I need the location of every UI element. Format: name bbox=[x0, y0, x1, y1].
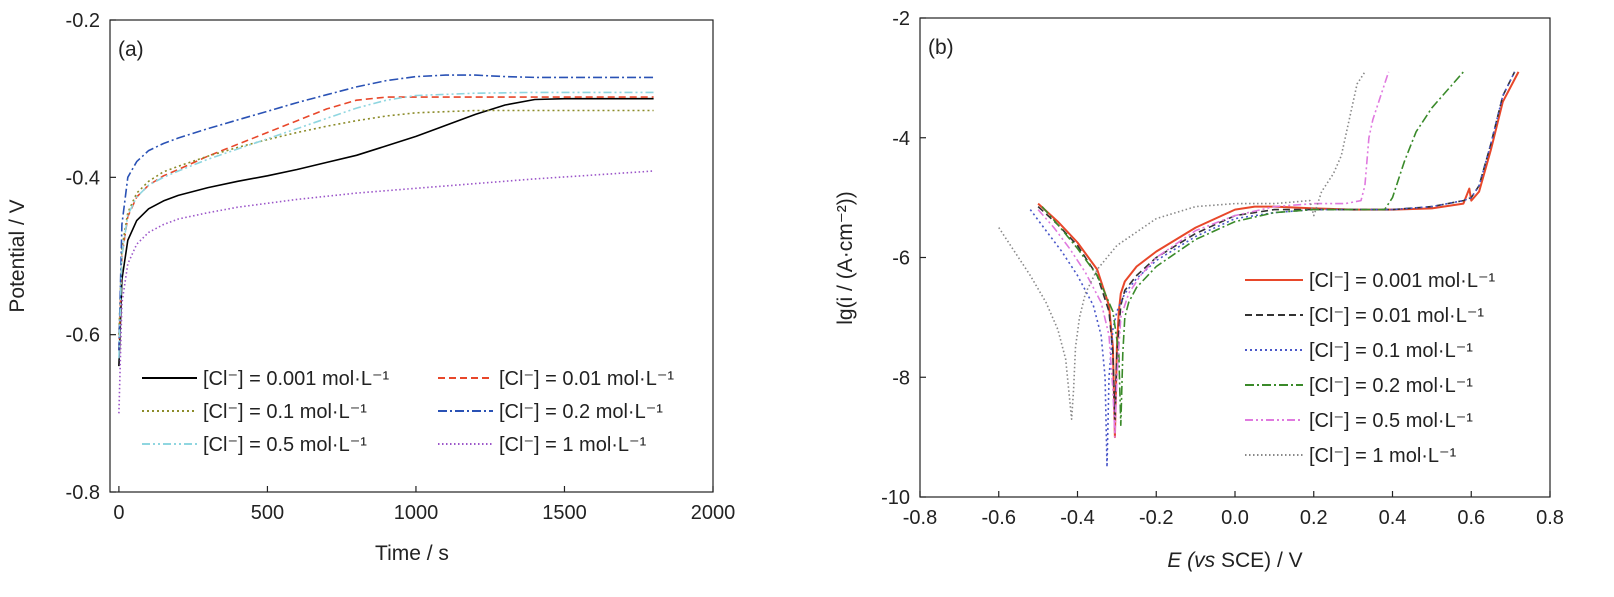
legend-label: [Cl⁻] = 0.1 mol·L⁻¹ bbox=[203, 401, 367, 423]
x-tick-label: -0.4 bbox=[1060, 507, 1094, 529]
chart-a: (a) 0 500 1000 1500 2000 -0.8 -0.6 -0.4 -0.2 Ti… bbox=[6, 10, 735, 565]
legend-label: [Cl⁻] = 0.2 mol·L⁻¹ bbox=[1309, 375, 1473, 397]
y-tick-label: -0.2 bbox=[66, 10, 100, 32]
series-line-5 bbox=[1037, 71, 1390, 438]
chart-a-y-ticks: -0.8 -0.6 -0.4 -0.2 bbox=[66, 10, 116, 504]
legend-label: [Cl⁻] = 0.001 mol·L⁻¹ bbox=[203, 368, 390, 390]
y-tick-label: -8 bbox=[892, 367, 910, 389]
y-tick-label: -0.4 bbox=[66, 167, 100, 189]
series-line-1 bbox=[118, 97, 654, 367]
legend-label: [Cl⁻] = 0.01 mol·L⁻¹ bbox=[499, 368, 674, 390]
x-tick-label: 500 bbox=[251, 502, 284, 524]
x-tick-label: -0.8 bbox=[903, 507, 937, 529]
chart-b-y-axis-label: lg(i / (A·cm⁻²)) bbox=[834, 191, 857, 325]
chart-b-panel-label: (b) bbox=[928, 36, 954, 59]
legend-label: [Cl⁻] = 0.2 mol·L⁻¹ bbox=[499, 401, 663, 423]
chart-b-x-axis-label: E (vs SCE) / V bbox=[1167, 549, 1302, 572]
legend-label: [Cl⁻] = 1 mol·L⁻¹ bbox=[499, 434, 647, 456]
y-tick-label: -2 bbox=[892, 8, 910, 30]
chart-b: (b) -0.8 -0.6 -0.4 -0.2 0.0 0.2 0.4 0.6 0.8 -10-… bbox=[834, 8, 1564, 572]
legend-label: [Cl⁻] = 0.01 mol·L⁻¹ bbox=[1309, 305, 1484, 327]
x-tick-label: 0.8 bbox=[1536, 507, 1564, 529]
y-tick-label: -0.8 bbox=[66, 482, 100, 504]
x-tick-label: 0 bbox=[113, 502, 124, 524]
series-line-2 bbox=[118, 96, 654, 351]
x-tick-label: 1500 bbox=[542, 502, 587, 524]
chart-a-series bbox=[118, 74, 654, 414]
chart-a-panel-label: (a) bbox=[118, 38, 144, 61]
legend-label: [Cl⁻] = 0.5 mol·L⁻¹ bbox=[203, 434, 367, 456]
y-tick-label: -0.6 bbox=[66, 325, 100, 347]
x-tick-label: -0.6 bbox=[982, 507, 1016, 529]
legend-label: [Cl⁻] = 1 mol·L⁻¹ bbox=[1309, 445, 1457, 467]
x-tick-label: 0.4 bbox=[1379, 507, 1407, 529]
chart-a-plot-frame bbox=[109, 19, 714, 493]
chart-b-series bbox=[998, 71, 1520, 468]
series-line-5 bbox=[118, 91, 654, 359]
x-tick-label: 0.0 bbox=[1221, 507, 1249, 529]
series-line-3 bbox=[1029, 71, 1516, 468]
chart-b-y-ticks: -10 -8 -6 -4 -2 bbox=[881, 8, 926, 509]
series-line-2 bbox=[1037, 71, 1516, 420]
chart-a-legend: [Cl⁻] = 0.001 mol·L⁻¹ [Cl⁻] = 0.01 mol·L⁻… bbox=[142, 368, 674, 456]
x-tick-label: 0.6 bbox=[1457, 507, 1485, 529]
y-tick-label: -6 bbox=[892, 248, 910, 270]
x-tick-label: 2000 bbox=[691, 502, 736, 524]
legend-label: [Cl⁻] = 0.1 mol·L⁻¹ bbox=[1309, 340, 1473, 362]
chart-a-x-ticks: 0 500 1000 1500 2000 bbox=[113, 486, 735, 524]
series-line-6 bbox=[118, 170, 654, 414]
y-tick-label: -4 bbox=[892, 128, 910, 150]
x-tick-label: -0.2 bbox=[1139, 507, 1173, 529]
series-line-4 bbox=[118, 74, 654, 351]
series-line-6 bbox=[998, 71, 1366, 420]
series-line-3 bbox=[118, 109, 654, 335]
legend-label: [Cl⁻] = 0.5 mol·L⁻¹ bbox=[1309, 410, 1473, 432]
series-line-4 bbox=[1041, 71, 1465, 426]
chart-a-x-axis-label: Time / s bbox=[375, 542, 449, 565]
x-tick-label: 1000 bbox=[394, 502, 439, 524]
x-tick-label: 0.2 bbox=[1300, 507, 1328, 529]
legend-label: [Cl⁻] = 0.001 mol·L⁻¹ bbox=[1309, 270, 1496, 292]
y-tick-label: -10 bbox=[881, 487, 910, 509]
chart-a-y-axis-label: Potential / V bbox=[6, 199, 29, 312]
chart-b-x-ticks: -0.8 -0.6 -0.4 -0.2 0.0 0.2 0.4 0.6 0.8 bbox=[903, 491, 1564, 529]
chart-b-legend: [Cl⁻] = 0.001 mol·L⁻¹ [Cl⁻] = 0.01 mol·L⁻… bbox=[1245, 270, 1496, 467]
